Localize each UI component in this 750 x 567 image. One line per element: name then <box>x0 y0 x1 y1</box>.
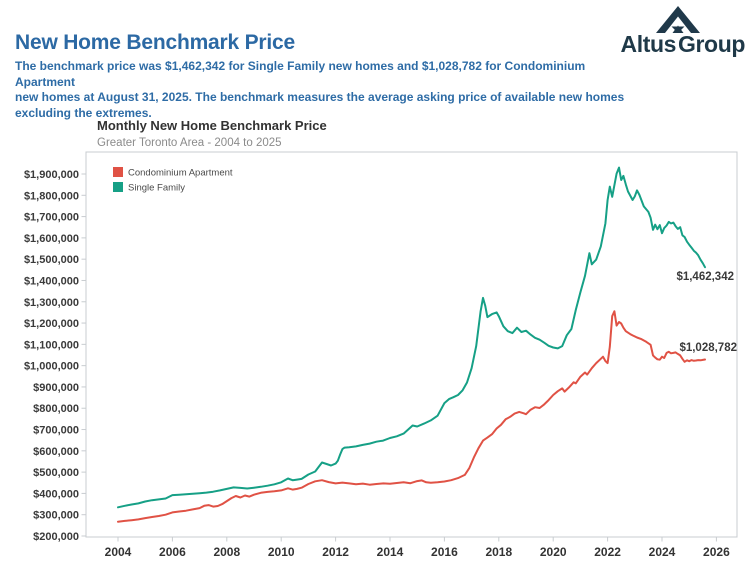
y-axis-label: $600,000 <box>33 446 79 458</box>
page-subtitle-line1: The benchmark price was $1,462,342 for S… <box>15 59 586 89</box>
y-axis-label: $1,500,000 <box>24 254 79 266</box>
end-value-label-single-family: $1,462,342 <box>676 271 734 283</box>
y-axis-label: $1,300,000 <box>24 297 79 309</box>
altus-logo-text: Altus Group <box>620 31 746 57</box>
y-axis-label: $1,800,000 <box>24 190 79 202</box>
x-axis-label: 2020 <box>540 545 567 559</box>
page-subtitle: The benchmark price was $1,462,342 for S… <box>15 59 635 121</box>
page-subtitle-line2: new homes at August 31, 2025. The benchm… <box>15 90 625 120</box>
x-axis-label: 2004 <box>105 545 132 559</box>
x-axis-label: 2024 <box>649 545 676 559</box>
y-axis-label: $700,000 <box>33 425 79 437</box>
legend-label: Single Family <box>128 183 185 194</box>
altus-logo-icon <box>656 6 700 33</box>
y-axis-label: $1,900,000 <box>24 169 79 181</box>
chart-title: Monthly New Home Benchmark Price <box>97 118 327 133</box>
y-axis-label: $400,000 <box>33 488 79 500</box>
y-axis-label: $900,000 <box>33 382 79 394</box>
end-value-label-condominium-apartment: $1,028,782 <box>679 342 737 354</box>
legend-label: Condominium Apartment <box>128 168 233 179</box>
x-axis-label: 2016 <box>431 545 458 559</box>
chart-subtitle: Greater Toronto Area - 2004 to 2025 <box>97 137 282 149</box>
y-axis-label: $1,400,000 <box>24 275 79 287</box>
x-axis-label: 2012 <box>322 545 349 559</box>
x-axis-label: 2010 <box>268 545 295 559</box>
x-axis-label: 2006 <box>159 545 186 559</box>
series-line-condominium-apartment <box>117 310 706 523</box>
y-axis-label: $1,000,000 <box>24 361 79 373</box>
page-title: New Home Benchmark Price <box>15 31 295 54</box>
y-axis-label: $300,000 <box>33 510 79 522</box>
y-axis-label: $1,200,000 <box>24 318 79 330</box>
legend-swatch-single-family <box>113 182 123 192</box>
plot-border <box>85 151 738 538</box>
y-axis-label: $1,700,000 <box>24 212 79 224</box>
legend-swatch-condominium-apartment <box>113 167 123 177</box>
y-axis-label: $1,600,000 <box>24 233 79 245</box>
x-axis-label: 2014 <box>377 545 404 559</box>
y-axis-label: $800,000 <box>33 403 79 415</box>
y-axis-label: $200,000 <box>33 531 79 543</box>
x-axis-label: 2018 <box>485 545 512 559</box>
y-axis-label: $1,100,000 <box>24 339 79 351</box>
y-axis-label: $500,000 <box>33 467 79 479</box>
x-axis-label: 2026 <box>703 545 730 559</box>
series-line-single-family <box>117 166 706 509</box>
x-axis-label: 2022 <box>594 545 621 559</box>
x-axis-label: 2008 <box>213 545 240 559</box>
